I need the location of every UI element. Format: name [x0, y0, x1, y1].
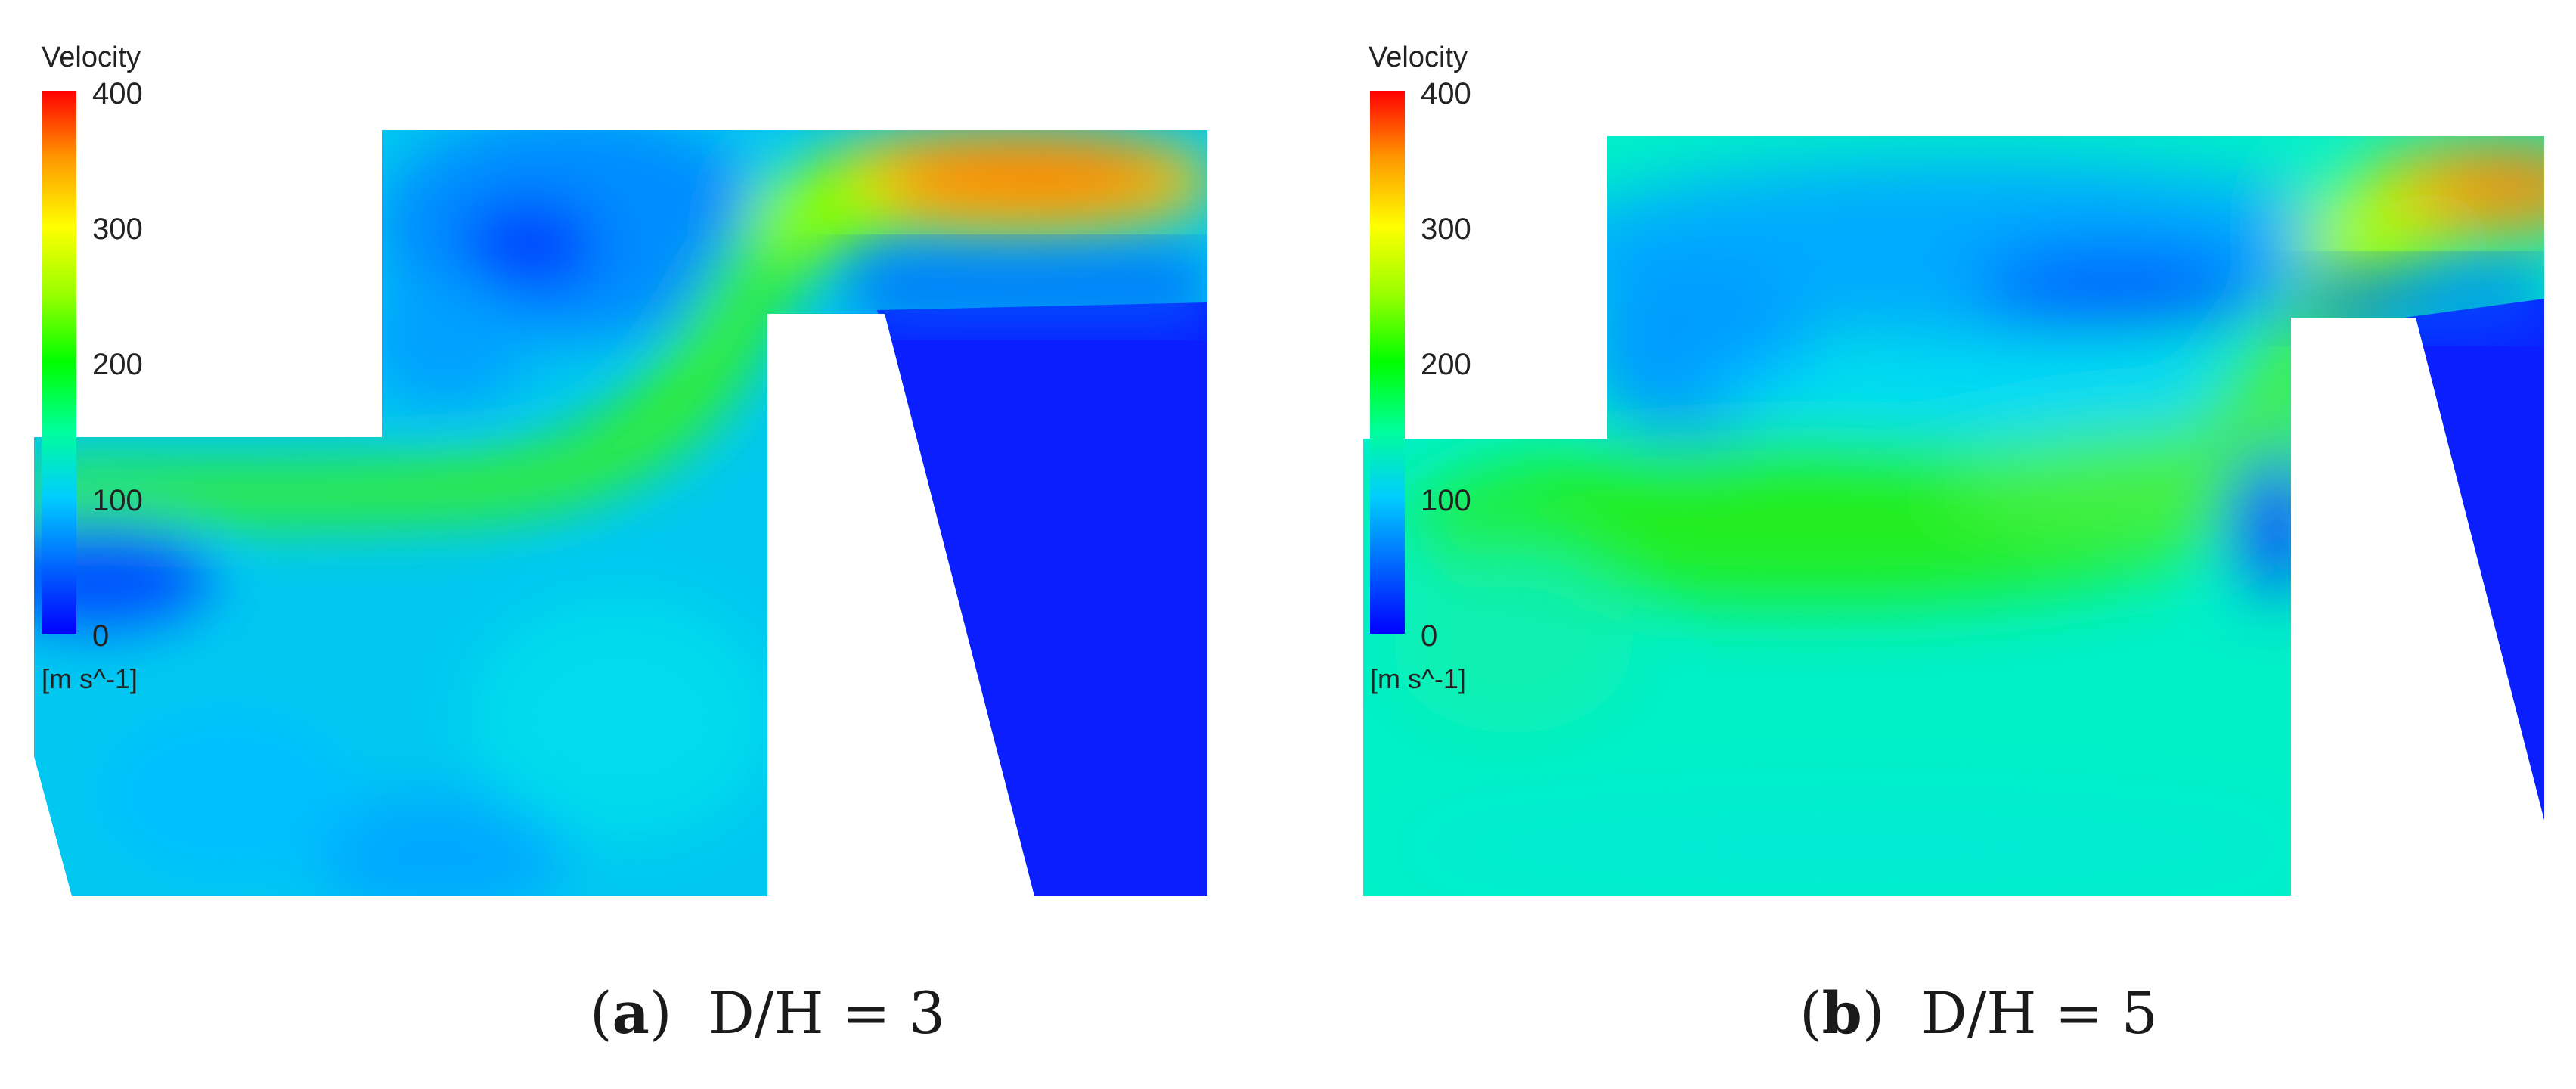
colorbar-legend-b: Velocity 400 300 200 100 0 [m s^-1]	[1369, 42, 1471, 694]
legend-unit-b: [m s^-1]	[1370, 663, 1466, 694]
legend-tick-b-100: 100	[1421, 484, 1471, 517]
caption-text-a: D/H = 3	[708, 979, 946, 1047]
legend-tick-b-0: 0	[1421, 619, 1437, 653]
wall-block-a	[767, 314, 1034, 896]
wall-block-b	[2291, 318, 2544, 896]
colorbar-b	[1370, 91, 1405, 634]
contour-panel-b	[1363, 136, 2544, 896]
legend-tick-a-0: 0	[92, 619, 109, 653]
legend-tick-b-400: 400	[1421, 77, 1471, 110]
legend-title-b: Velocity	[1369, 42, 1468, 73]
legend-tick-a-400: 400	[92, 77, 143, 110]
colorbar-a	[42, 91, 76, 634]
colorbar-legend-a: Velocity 400 300 200 100 0 [m s^-1]	[42, 42, 143, 694]
contour-panel-a	[34, 130, 1207, 896]
legend-tick-b-300: 300	[1421, 213, 1471, 246]
caption-letter-a: a	[612, 979, 649, 1047]
caption-panel-a: (a) D/H = 3	[590, 979, 946, 1047]
legend-unit-a: [m s^-1]	[42, 663, 138, 694]
legend-tick-b-200: 200	[1421, 348, 1471, 381]
caption-panel-b: (b) D/H = 5	[1799, 979, 2158, 1047]
legend-tick-a-100: 100	[92, 484, 143, 517]
legend-title-a: Velocity	[42, 42, 141, 73]
legend-tick-a-200: 200	[92, 348, 143, 381]
caption-text-b: D/H = 5	[1920, 979, 2158, 1047]
legend-tick-a-300: 300	[92, 213, 143, 246]
caption-letter-b: b	[1821, 979, 1862, 1047]
